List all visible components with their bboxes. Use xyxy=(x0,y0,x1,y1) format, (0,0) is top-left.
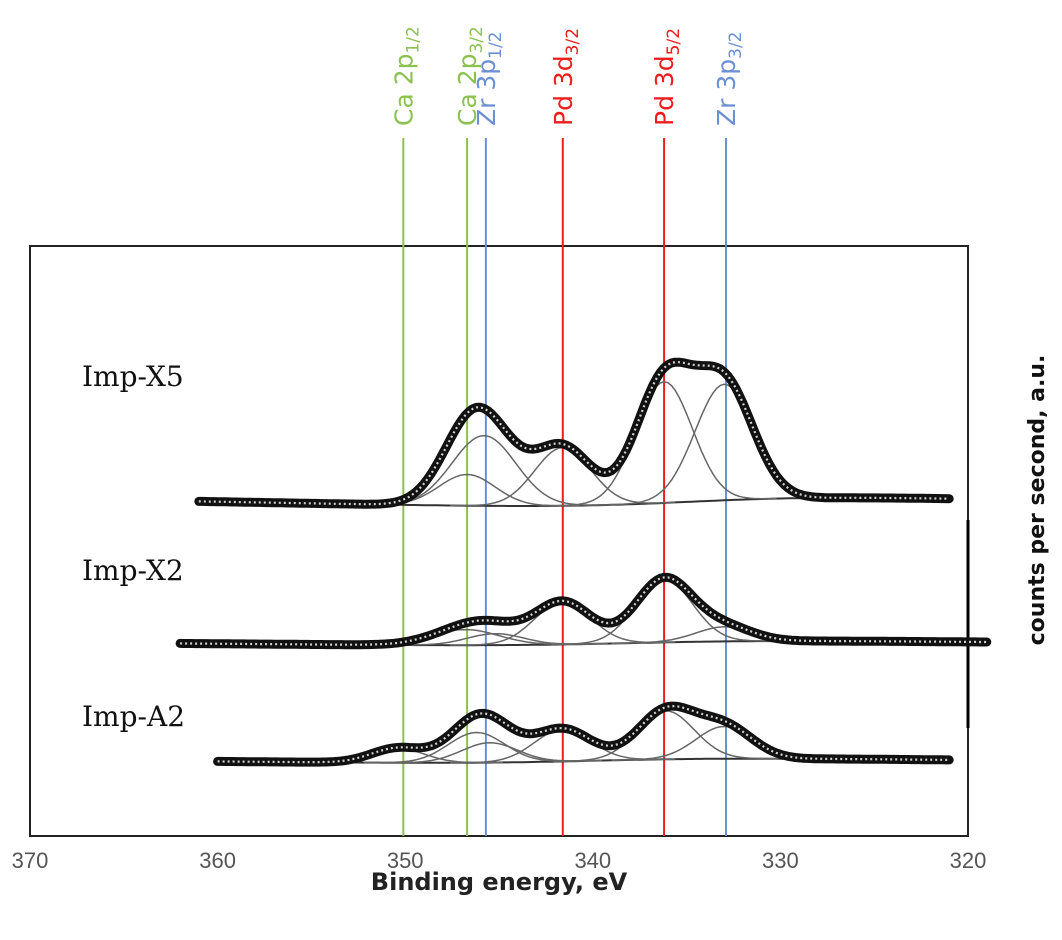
x-axis-label: Binding energy, eV xyxy=(371,868,628,896)
y-axis-label: counts per second, a.u. xyxy=(1025,355,1050,646)
x-tick-label: 360 xyxy=(199,848,236,873)
x-tick-labels: 370 360 350 340 330 320 xyxy=(12,848,987,873)
x-tick-label: 320 xyxy=(950,848,987,873)
peak-label-pd3d32: Pd 3d3/2 xyxy=(549,28,583,126)
plot-frame xyxy=(29,245,969,837)
spectra-group xyxy=(175,357,992,767)
series-label-imp-a2: Imp-A2 xyxy=(82,700,185,733)
spectrum-envelope xyxy=(194,357,954,509)
peak-label-zr3p12: Zr 3p1/2 xyxy=(472,31,506,126)
fit-line xyxy=(198,361,950,506)
component-peak xyxy=(551,381,777,507)
peak-label-ca2p12: Ca 2p1/2 xyxy=(389,26,423,126)
peak-label-ca2p32: Ca 2p3/2 xyxy=(453,26,487,126)
x-tick-label: 370 xyxy=(12,848,49,873)
fit-line xyxy=(217,704,950,764)
x-tick-label: 330 xyxy=(762,848,799,873)
series-imp-x2 xyxy=(175,572,992,650)
x-tick-label: 340 xyxy=(574,848,611,873)
series-label-imp-x2: Imp-X2 xyxy=(82,554,184,587)
series-imp-x5 xyxy=(194,357,954,509)
x-tick-label: 350 xyxy=(387,848,424,873)
spectrum-envelope xyxy=(213,701,954,767)
series-label-imp-x5: Imp-X5 xyxy=(82,360,184,393)
peak-label-zr3p32: Zr 3p3/2 xyxy=(712,32,746,127)
peak-label-pd3d52: Pd 3d5/2 xyxy=(650,28,684,126)
series-imp-a2 xyxy=(213,701,954,767)
series-labels: Imp-X5 Imp-X2 Imp-A2 xyxy=(82,360,185,733)
spectrum-envelope xyxy=(175,572,992,650)
